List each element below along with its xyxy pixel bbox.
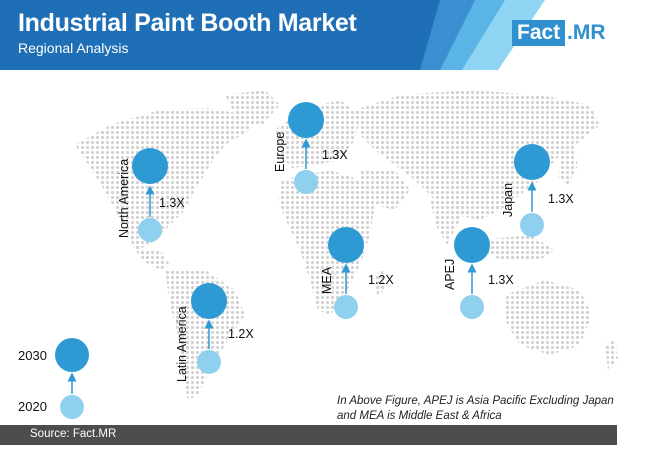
region-label-latin-america: Latin America	[175, 306, 189, 382]
source-text: Source: Fact.MR	[30, 428, 117, 440]
multiplier-apej: 1.3X	[488, 273, 514, 287]
region-label-apej: APEJ	[443, 258, 457, 290]
legend-label-2030: 2030	[18, 348, 47, 363]
multiplier-latin-america: 1.2X	[228, 327, 254, 341]
world-map	[75, 90, 618, 400]
multiplier-japan: 1.3X	[548, 192, 574, 206]
header-shape	[0, 0, 545, 70]
page-title: Industrial Paint Booth Market	[18, 9, 357, 37]
multiplier-europe: 1.3X	[322, 148, 348, 162]
logo-part-fact: Fact	[512, 20, 566, 46]
logo-part-mr: .MR	[567, 21, 606, 44]
header-banner: Industrial Paint Booth Market Regional A…	[0, 0, 650, 70]
source-bar: Source: Fact.MR	[0, 425, 617, 445]
page-subtitle: Regional Analysis	[18, 40, 129, 56]
multiplier-mea: 1.2X	[368, 273, 394, 287]
legend-label-2020: 2020	[18, 399, 47, 414]
region-label-japan: Japan	[501, 182, 515, 217]
region-label-europe: Europe	[273, 131, 287, 172]
multiplier-north-america: 1.3X	[159, 196, 185, 210]
region-label-north-america: North America	[117, 158, 131, 238]
footnote: In Above Figure, APEJ is Asia Pacific Ex…	[337, 395, 614, 422]
region-label-mea: MEA	[320, 266, 334, 294]
